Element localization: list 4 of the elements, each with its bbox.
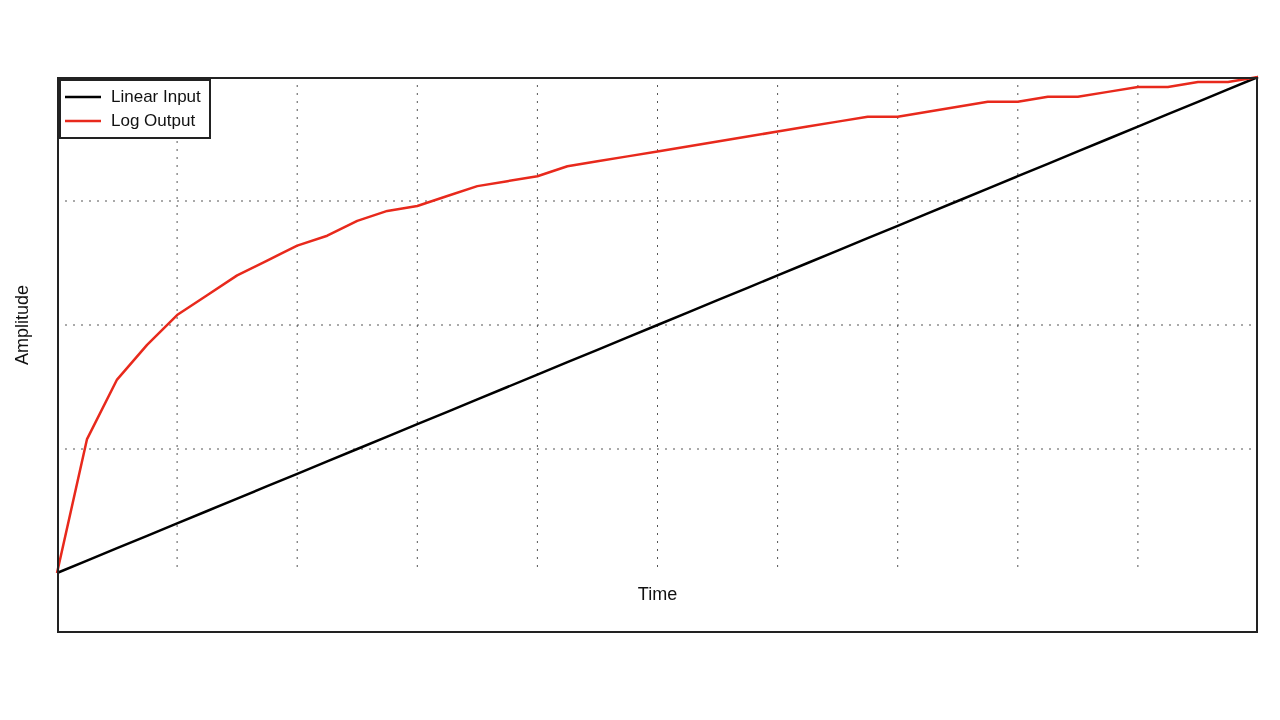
legend-label: Linear Input <box>111 86 201 108</box>
x-axis-title: Time <box>637 583 678 604</box>
y-axis-title: Amplitude <box>12 284 33 365</box>
legend-label: Log Output <box>111 110 196 132</box>
